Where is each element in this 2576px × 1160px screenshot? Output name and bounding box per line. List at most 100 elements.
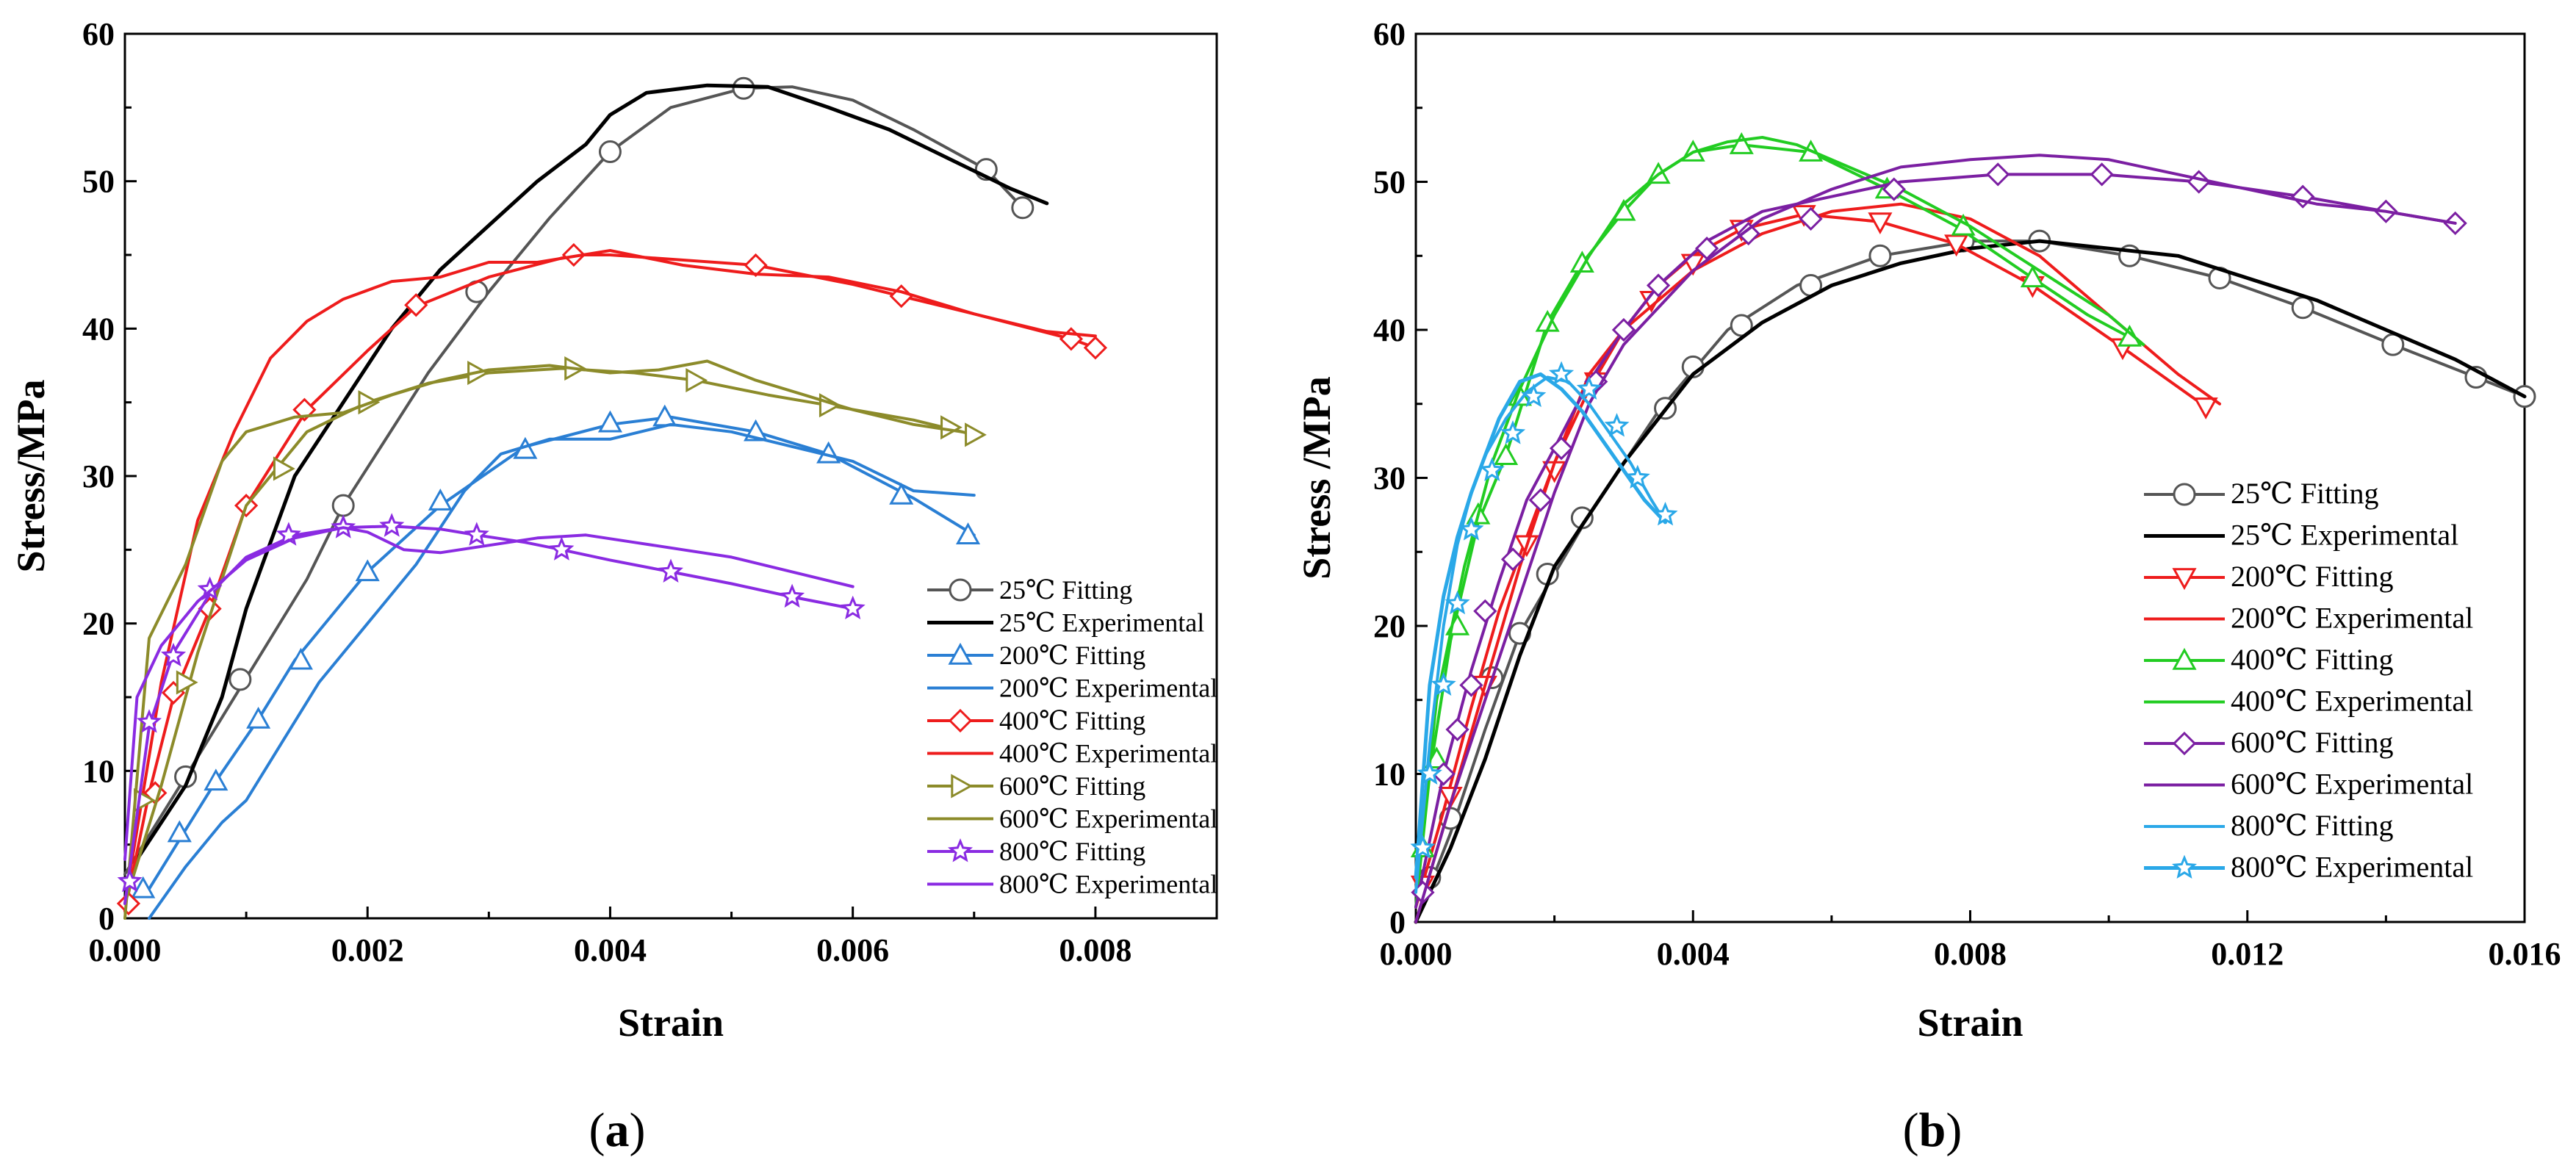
data-point (176, 670, 198, 695)
legend-label: 800℃ Fitting (2231, 809, 2393, 842)
legend-marker (2171, 854, 2198, 879)
data-point (379, 513, 405, 537)
legend-label: 600℃ Experimental (999, 804, 1217, 834)
series-10 (123, 526, 855, 861)
series-10 (1410, 361, 1678, 879)
x-tick-label: 0.016 (2489, 936, 2561, 972)
panel-label-open: ( (1903, 1103, 1919, 1157)
data-point (840, 595, 866, 620)
data-point (2090, 162, 2114, 187)
y-tick-label: 0 (1389, 904, 1406, 940)
data-point (1604, 413, 1630, 437)
data-point (404, 293, 428, 317)
series-line (123, 367, 976, 905)
data-point (940, 415, 963, 440)
data-point (1986, 162, 2010, 187)
legend-marker (2172, 647, 2197, 670)
data-point (1882, 177, 1906, 201)
y-tick-label: 20 (1373, 608, 1406, 644)
series-1 (123, 76, 1035, 876)
data-point (1083, 336, 1108, 360)
data-point (131, 876, 156, 898)
y-axis-title: Stress /MPa (1295, 376, 1339, 579)
x-tick-label: 0.006 (816, 932, 889, 968)
data-point (1625, 464, 1650, 489)
data-point (1799, 206, 1823, 231)
legend-label: 25℃ Experimental (2231, 519, 2458, 552)
series-line (123, 249, 1097, 905)
legend-marker (947, 838, 974, 862)
panel-label: (b) (1903, 1103, 1962, 1157)
legend-label: 400℃ Experimental (2231, 685, 2473, 718)
legend-label: 25℃ Experimental (999, 608, 1204, 638)
data-point (288, 647, 313, 670)
data-point (1868, 212, 1893, 234)
series-6 (123, 249, 1097, 905)
data-point (1459, 673, 1483, 697)
data-point (160, 642, 187, 667)
data-point (2193, 397, 2218, 419)
x-tick-label: 0.000 (1380, 936, 1453, 972)
data-point (598, 140, 622, 164)
series-3 (131, 404, 981, 898)
data-point (331, 494, 355, 517)
data-point (1410, 835, 1436, 859)
y-tick-label: 40 (1373, 312, 1406, 348)
series-line (123, 85, 1024, 876)
data-point (1652, 501, 1678, 526)
legend-label: 600℃ Fitting (2231, 726, 2393, 759)
series-line (123, 253, 1097, 912)
data-point (464, 522, 489, 546)
data-point (780, 583, 805, 608)
series-line (123, 359, 964, 920)
x-axis-title: Strain (1917, 1001, 2023, 1045)
data-point (1736, 221, 1760, 246)
series-line (123, 526, 855, 861)
x-tick-label: 0.008 (1059, 932, 1132, 968)
y-tick-label: 60 (82, 16, 115, 52)
data-point (229, 668, 252, 691)
x-axis-title: Strain (618, 1001, 724, 1045)
series-7 (1411, 162, 2467, 909)
y-tick-label: 60 (1373, 16, 1406, 52)
panel-label-close: ) (1946, 1103, 1962, 1157)
x-tick-label: 0.004 (1657, 936, 1730, 972)
series-4 (148, 422, 976, 920)
legend-label: 200℃ Fitting (2231, 560, 2393, 593)
legend-label: 800℃ Experimental (999, 870, 1217, 899)
data-point (1458, 516, 1484, 541)
data-point (1473, 599, 1497, 623)
series-line (123, 525, 855, 905)
y-tick-label: 30 (1373, 461, 1406, 497)
data-point (428, 489, 453, 511)
series-line (1414, 212, 2208, 909)
legend-marker (2172, 568, 2197, 591)
data-point (1521, 383, 1547, 408)
data-point (1528, 488, 1553, 512)
y-axis-title: Stress/MPa (9, 380, 53, 573)
data-point (246, 707, 271, 729)
data-point (597, 410, 622, 433)
series-line (148, 422, 976, 920)
data-point (273, 456, 295, 481)
data-point (1868, 244, 1892, 267)
series-line (1414, 202, 2221, 923)
y-tick-label: 20 (82, 606, 115, 642)
data-point (204, 768, 229, 791)
series-9 (117, 513, 866, 905)
data-point (1730, 314, 1753, 337)
data-point (116, 891, 141, 916)
legend-label: 800℃ Fitting (999, 837, 1145, 866)
panel-b: 0 10 20 30 40 50 60 0.000 0.004 0.008 0.012 0.016 St… (1295, 16, 2561, 1157)
panel-label-close: ) (630, 1103, 646, 1157)
series-line (148, 415, 976, 890)
legend-marker (2173, 483, 2196, 506)
y-tick-label: 50 (82, 164, 115, 200)
legend-marker (948, 642, 973, 665)
x-tick-label: 0.012 (2211, 936, 2284, 972)
series-2 (1414, 239, 2527, 924)
series-line (1414, 372, 1667, 879)
panel-label-letter: a (605, 1103, 630, 1157)
